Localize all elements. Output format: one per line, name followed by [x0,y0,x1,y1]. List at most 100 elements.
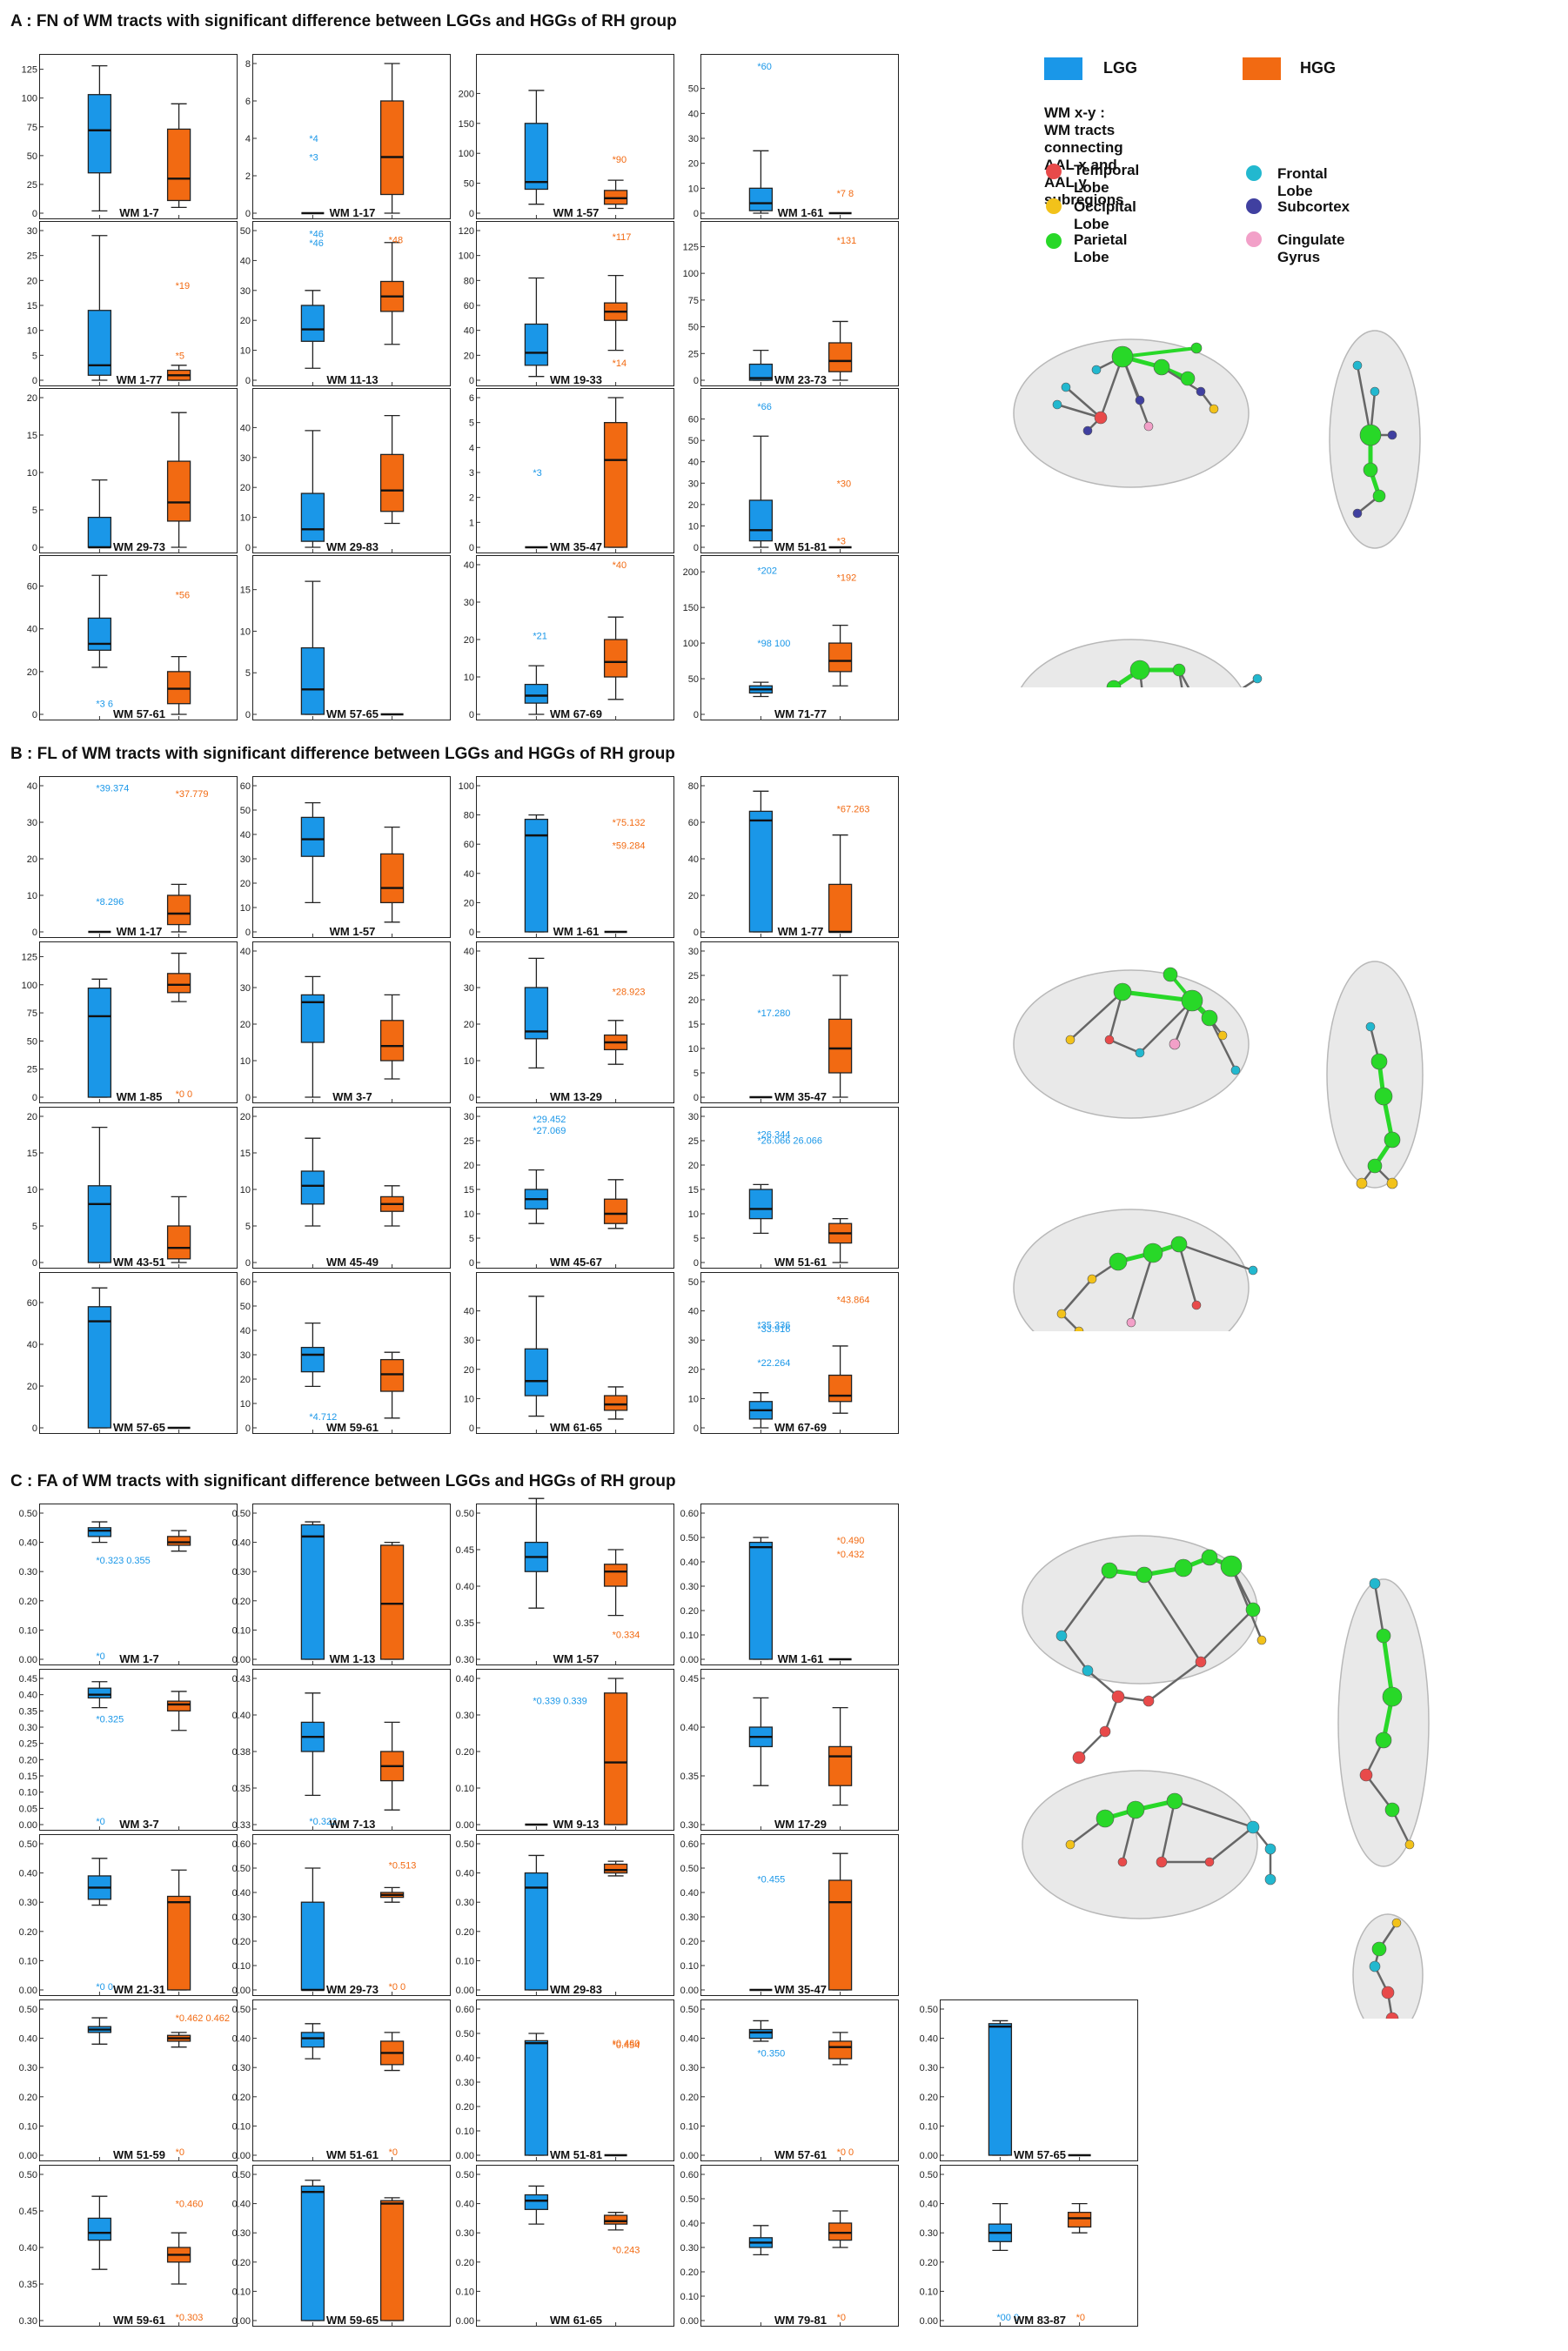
y-tick-label: 0.50 [680,1864,699,1874]
y-tick-label: 10 [688,1394,699,1404]
y-tick-label: 0.30 [680,2063,699,2073]
outlier-label: *0.462 0.462 [176,2013,230,2024]
y-tick-label: 0.30 [456,1655,474,1665]
outlier-label: *66 [757,402,772,412]
boxplot-panel: 0 25 50 75 100 125 *131 WM 23-73 [683,221,899,386]
y-tick-label: 10 [240,513,251,524]
tract-label: WM 1-61 [553,925,600,938]
tract-label: WM 59-65 [326,2314,379,2327]
outlier-label: *0.460 [613,2039,640,2049]
y-tick-label: 40 [240,1326,251,1336]
region-dot-cingulate [1246,231,1262,247]
y-tick-label: 0.00 [232,2151,251,2161]
tract-label: WM 13-29 [550,1090,602,1103]
box-iqr [300,1170,325,1205]
y-tick-label: 20 [27,667,37,678]
region-node [1142,1242,1163,1263]
region-node [1217,1030,1228,1041]
hgg-box [379,1351,405,1419]
boxplot-panel: 0.00 0.10 0.20 0.30 0.40 0.50 WM 1-13 [232,1504,451,1665]
region-node [1181,989,1203,1012]
boxplot-panel: 0 10 20 30 40 50 60 *4.712 WM 59-61 [240,1272,451,1434]
box-iqr [524,2194,549,2210]
boxplot-svg: 0 10 20 30 40 WM 3-7 [240,947,405,1103]
y-tick-label: 0.10 [456,2287,474,2297]
boxplot-svg: 0 20 40 60 80 *67.263 WM 1-77 [688,781,870,938]
y-tick-label: 0.38 [232,1747,251,1758]
boxplot-svg: 0 10 20 30 40 *21 *40 WM 67-69 [464,560,628,720]
region-node [1201,1009,1218,1027]
region-node [1142,1695,1155,1707]
hgg-box [379,994,405,1080]
lgg-box [87,2195,112,2270]
boxplot-panel: 0 50 100 150 200 *202 *98 100 *192 WM 71-77 [683,555,899,720]
boxplot-svg: 0.00 0.10 0.20 0.30 0.40 0.50 *0.350 *0 0 WM 57-… [680,2005,854,2161]
boxplot-panel: 0.00 0.10 0.20 0.30 0.40 0.50 *0.350 *0 0 WM 57-… [680,1999,899,2161]
y-tick-label: 0.40 [19,2243,37,2254]
tract-edge [1109,1038,1141,1055]
box-iqr [166,894,191,926]
y-tick-label: 0.30 [680,1820,699,1831]
tract-label: WM 35-47 [774,1090,827,1103]
y-tick-label: 6 [469,393,474,404]
hgg-box [379,2032,405,2072]
tract-label: WM 57-65 [326,707,379,720]
region-node [1391,1918,1402,1928]
boxplot-svg: 0 20 40 60 *56 *3 6WM 57-61 [27,574,191,720]
tract-edge [1177,669,1190,687]
lgg-box [748,435,774,548]
boxplot-panel: 0 5 10 15 20 25 30 *29.452 *27.069 WM 45-67 [464,1107,674,1269]
tract-edge [1177,1243,1198,1306]
boxplot-svg: 0.00 0.05 0.10 0.15 0.20 0.25 0.30 0.35 0.40 0.45… [19,1674,191,1831]
y-tick-label: 40 [464,947,474,957]
outlier-label: *202 [757,566,777,577]
y-tick-label: 0.25 [19,1739,37,1750]
y-tick-label: 0.60 [680,2170,699,2180]
y-tick-label: 0.10 [232,2121,251,2132]
box-iqr [988,2023,1013,2156]
boxplot-panel: 0 10 20 30 40 WM 3-7 [240,941,451,1103]
boxplot-panel: 0 20 40 60 80 100 120 *117 *14 WM 19-33 [459,221,674,386]
hgg-box [603,2212,628,2231]
tract-edge [1122,989,1193,1003]
tract-edge [1242,677,1258,687]
box-iqr [379,1020,405,1062]
region-node [1252,673,1263,684]
region-node [1201,1549,1218,1566]
y-tick-label: 40 [688,458,699,468]
boxplot-panel: 0 5 10 15 20 WM 45-49 [240,1107,451,1269]
region-label-frontal: Frontal Lobe [1277,165,1328,199]
y-tick-label: 0.00 [232,1986,251,1996]
y-tick-label: 50 [240,226,251,237]
box-iqr [603,639,628,678]
tract-label: WM 1-17 [330,206,376,219]
boxplot-svg: 0 5 10 15 20 WM 45-49 [240,1112,405,1269]
y-tick-label: 50 [688,674,699,685]
outlier-label: *0.350 [757,2048,785,2059]
y-tick-label: 5 [469,1234,474,1244]
hgg-box [166,1530,191,1552]
boxplot-panel: 0.00 0.10 0.20 0.30 0.40 0.50 WM 29-83 [456,1834,674,1996]
y-tick-label: 5 [245,1222,251,1232]
y-tick-label: 0.30 [19,1723,37,1733]
hgg-box [166,952,191,1002]
y-tick-label: 40 [464,1307,474,1317]
y-tick-label: 10 [27,1185,37,1196]
y-tick-label: 10 [688,1209,699,1220]
y-tick-label: 0 [469,376,474,386]
y-tick-label: 0 [32,543,37,553]
y-tick-label: 6 [245,97,251,107]
region-node [1384,1802,1400,1818]
lgg-box [87,1681,112,1709]
lgg-box [87,1287,112,1429]
lgg-box [748,1392,774,1429]
y-tick-label: 0.20 [680,1937,699,1947]
y-tick-label: 0 [469,710,474,720]
tract-edge [1230,1565,1263,1641]
y-tick-label: 30 [688,1112,699,1122]
y-tick-label: 30 [240,1350,251,1361]
tract-label: WM 57-61 [774,2148,827,2161]
boxplot-svg: 0 10 20 30 40 50 *35.336*33.916 *22.264 *43.864 W… [688,1277,870,1434]
boxplot-svg: 0.00 0.10 0.20 0.30 0.40 0.50 *00 0 *0 WM 83-87 [920,2170,1092,2327]
boxplot-panel: 0.30 0.35 0.40 0.45 0.50 *0.334 WM 1-57 [456,1497,674,1665]
